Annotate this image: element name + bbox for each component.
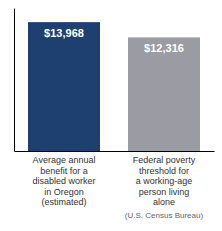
category-label-line: person living [139, 187, 190, 197]
category-label-line: alone [153, 197, 175, 207]
category-label: Federal povertythreshold fora working-ag… [133, 155, 196, 207]
plot: $13,968 $12,316 Average annualbenefit for … [15, 9, 215, 220]
category-label-line: threshold for [139, 166, 189, 176]
x-axis-line [15, 151, 215, 152]
chart: $13,968 $12,316 Average annualbenefit for … [0, 0, 222, 231]
category-labels: Average annualbenefit for adisabled work… [32, 155, 195, 207]
x-axis [15, 151, 215, 152]
bar [28, 22, 100, 151]
category-label-line: in Oregon [44, 187, 84, 197]
category-label-line: (estimated) [41, 197, 86, 207]
data-label: $12,316 [144, 42, 184, 54]
y-axis [14, 9, 15, 152]
category-label-line: a working-age [136, 176, 193, 186]
category-label-line: Average annual [33, 155, 96, 165]
category-label-line: benefit for a [40, 166, 88, 176]
data-labels: $13,968 $12,316 [44, 27, 184, 54]
annotation: (U.S. Census Bureau) [125, 211, 204, 220]
data-label: $13,968 [44, 27, 84, 39]
category-label: Average annualbenefit for adisabled work… [32, 155, 95, 207]
bars [28, 22, 200, 151]
y-axis-line [14, 9, 15, 152]
category-label-line: Federal poverty [133, 155, 196, 165]
category-label-line: disabled worker [32, 176, 95, 186]
bar [128, 37, 200, 151]
